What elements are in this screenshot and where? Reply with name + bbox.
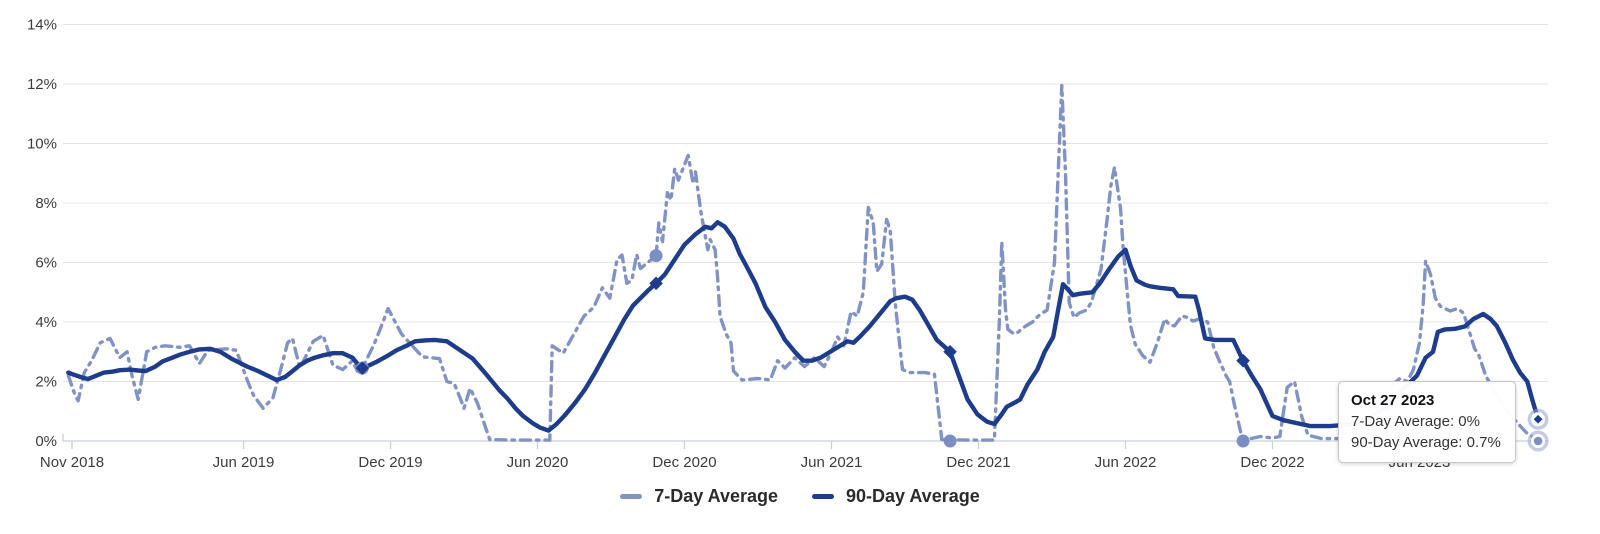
series-line-7-day-average[interactable] xyxy=(66,83,1540,442)
x-tick-label: Dec 2022 xyxy=(1240,454,1304,471)
marker-diamond-90day[interactable] xyxy=(355,361,370,375)
marker-circle-7day[interactable] xyxy=(1236,434,1250,448)
legend-label-90day: 90-Day Average xyxy=(845,485,980,506)
y-tick-label: 14% xyxy=(27,17,57,34)
x-tick-label: Jun 2021 xyxy=(801,454,863,471)
y-tick-label: 4% xyxy=(35,314,57,331)
x-tick-label: Jun 2022 xyxy=(1095,454,1157,471)
series-line-90-day-average[interactable] xyxy=(66,220,1541,433)
x-tick-label: Jun 2019 xyxy=(213,454,275,471)
x-tick-label: Jun 2020 xyxy=(507,454,569,471)
highlighted-marker-diamond-90day[interactable] xyxy=(1533,414,1543,424)
legend-item-7day-average[interactable]: 7-Day Average xyxy=(620,486,778,507)
chart-legend: 7-Day Average 90-Day Average xyxy=(0,478,1600,514)
7day-average-dash-swatch-icon xyxy=(620,493,643,499)
y-tick-label: 10% xyxy=(27,136,57,153)
y-tick-label: 12% xyxy=(27,76,57,93)
legend-item-90day-average[interactable]: 90-Day Average xyxy=(811,485,980,507)
marker-diamond-90day[interactable] xyxy=(1236,353,1250,368)
marker-diamond-90day[interactable] xyxy=(649,276,663,291)
highlighted-marker-circle-7day[interactable] xyxy=(1533,436,1543,446)
y-tick-label: 6% xyxy=(35,255,57,272)
x-tick-label: Dec 2019 xyxy=(358,454,422,471)
90day-average-dash-swatch-icon xyxy=(811,493,834,499)
tooltip-90day-value: 90-Day Average: 0.7% xyxy=(1351,434,1501,451)
x-tick-label: Nov 2018 xyxy=(40,454,104,471)
marker-circle-7day[interactable] xyxy=(649,249,663,263)
tooltip-7day-value: 7-Day Average: 0% xyxy=(1351,413,1480,430)
tooltip-date: Oct 27 2023 xyxy=(1351,392,1435,409)
y-tick-label: 0% xyxy=(35,433,57,450)
marker-diamond-90day[interactable] xyxy=(943,344,957,359)
y-tick-label: 2% xyxy=(35,374,57,391)
chart-canvas: Nov 2018 Jun 2019 Dec 2019 Jun 2020 Dec 2020… xyxy=(27,17,1549,471)
x-tick-label: Dec 2021 xyxy=(946,454,1010,471)
marker-circle-7day[interactable] xyxy=(943,434,957,448)
tooltip: Oct 27 2023 7-Day Average: 0% 90-Day Ave… xyxy=(1338,381,1516,463)
y-tick-label: 8% xyxy=(35,195,57,212)
x-tick-label: Dec 2020 xyxy=(652,454,716,471)
legend-label-7day: 7-Day Average xyxy=(654,485,778,506)
